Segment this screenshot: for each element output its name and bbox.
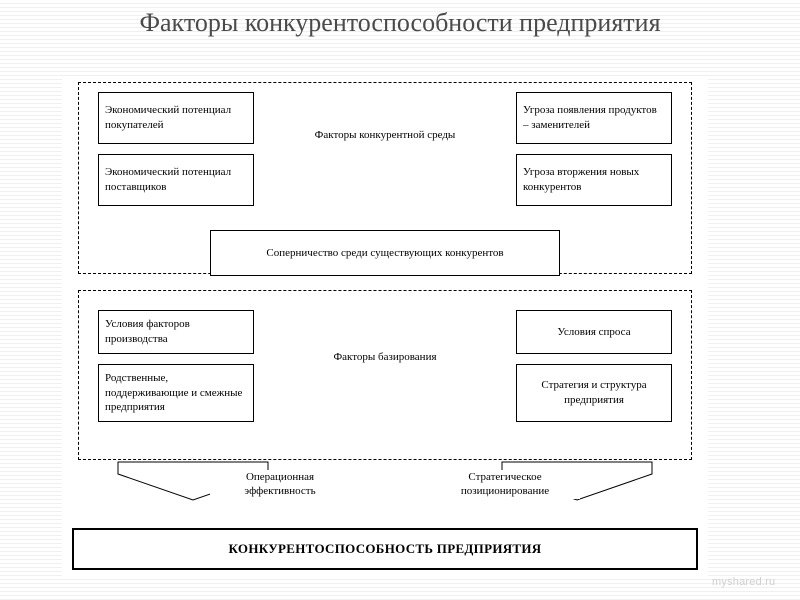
box-buyers-potential: Экономический потенциал покупателей xyxy=(98,92,254,144)
page-title: Факторы конкурентоспособности предприяти… xyxy=(0,8,800,38)
box-substitutes-threat: Угроза появления продуктов – заменителей xyxy=(516,92,672,144)
box-suppliers-potential: Экономический потенциал поставщиков xyxy=(98,154,254,206)
group2-label: Факторы базирования xyxy=(320,350,450,364)
group1-label: Факторы конкурентной среды xyxy=(310,128,460,142)
box-newentrants-threat: Угроза вторжения новых конкурентов xyxy=(516,154,672,206)
box-rivalry: Соперничество среди существующих конкуре… xyxy=(210,230,560,276)
box-strategy-structure: Стратегия и структура предприятия xyxy=(516,364,672,422)
box-related-enterprises: Родственные, поддерживающие и смежные пр… xyxy=(98,364,254,422)
arrow-right-label: Стратегическое позиционирование xyxy=(430,470,580,499)
watermark: myshared.ru xyxy=(712,576,775,588)
box-demand: Условия спроса xyxy=(516,310,672,354)
result-box: КОНКУРЕНТОСПОСОБНОСТЬ ПРЕДПРИЯТИЯ xyxy=(72,528,698,570)
arrow-left-label: Операционная эффективность xyxy=(210,470,350,499)
box-prod-factors: Условия факторов производства xyxy=(98,310,254,354)
